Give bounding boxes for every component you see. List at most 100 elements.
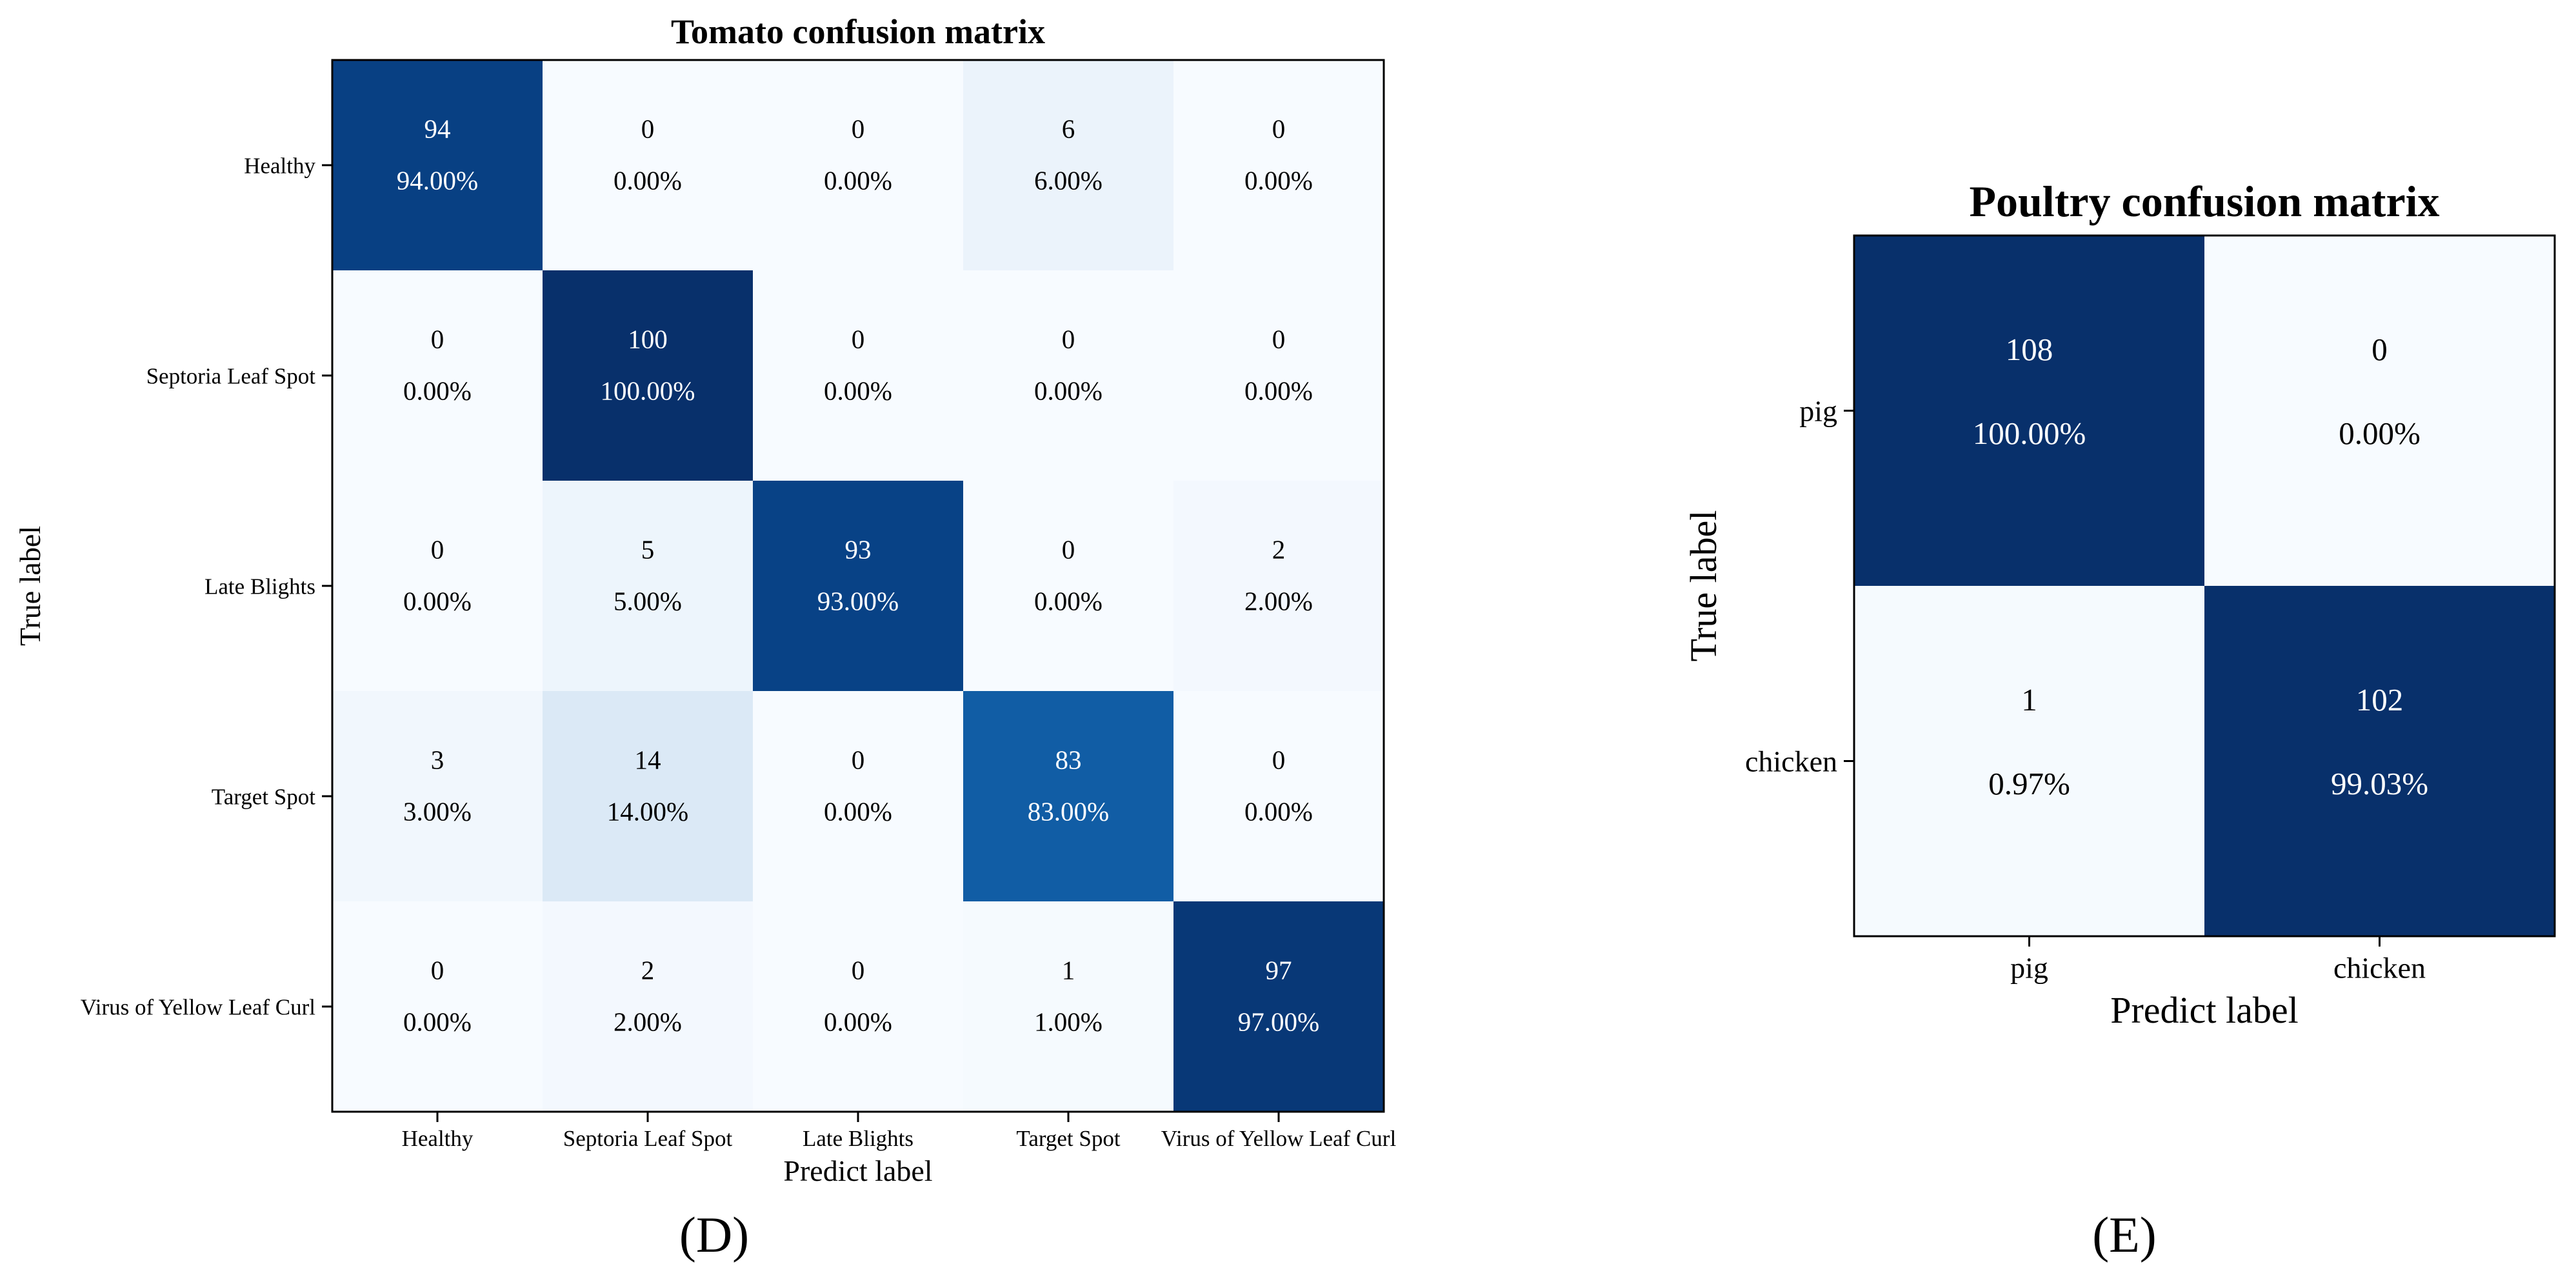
cell-count-2-0: 0 bbox=[431, 535, 444, 565]
cell-percentage-0-0: 94.00% bbox=[397, 165, 478, 195]
matrix-cell-3-1 bbox=[543, 691, 754, 902]
panel-label: (E) bbox=[2092, 1207, 2157, 1263]
matrix-cell-2-4 bbox=[1173, 481, 1384, 692]
x-tick-label-2: Late Blights bbox=[803, 1126, 914, 1151]
cell-count-4-3: 1 bbox=[1062, 956, 1075, 985]
cell-count-0-0: 94 bbox=[424, 114, 451, 144]
matrix-cell-1-0 bbox=[332, 270, 543, 481]
cell-percentage-4-0: 0.00% bbox=[403, 1007, 472, 1036]
cell-percentage-3-1: 14.00% bbox=[607, 796, 688, 826]
matrix-cell-4-4 bbox=[1173, 901, 1384, 1112]
x-tick-label-4: Virus of Yellow Leaf Curl bbox=[1161, 1126, 1397, 1151]
cell-count-3-0: 3 bbox=[431, 745, 444, 775]
matrix-cell-0-4 bbox=[1173, 60, 1384, 271]
cell-count-1-2: 0 bbox=[852, 325, 865, 354]
cell-count-1-1: 102 bbox=[2356, 682, 2404, 717]
cell-count-1-0: 1 bbox=[2021, 682, 2037, 717]
cell-count-0-1: 0 bbox=[2371, 332, 2388, 367]
cell-percentage-0-4: 0.00% bbox=[1244, 165, 1313, 195]
cell-count-3-2: 0 bbox=[852, 745, 865, 775]
cell-count-3-1: 14 bbox=[635, 745, 661, 775]
cell-percentage-3-4: 0.00% bbox=[1244, 796, 1313, 826]
x-axis-label: Predict label bbox=[2110, 989, 2299, 1031]
x-tick-label-1: chicken bbox=[2333, 951, 2426, 984]
matrix-cell-1-1 bbox=[2204, 586, 2555, 937]
matrix-cell-2-1 bbox=[543, 481, 754, 692]
matrix-cell-4-0 bbox=[332, 901, 543, 1112]
cell-percentage-2-2: 93.00% bbox=[817, 586, 899, 616]
cell-percentage-1-3: 0.00% bbox=[1034, 376, 1103, 405]
cell-percentage-1-1: 99.03% bbox=[2331, 766, 2428, 801]
matrix-cell-3-3 bbox=[963, 691, 1174, 902]
panel-label: (D) bbox=[679, 1207, 749, 1263]
matrix-cell-3-2 bbox=[753, 691, 964, 902]
matrix-cell-1-1 bbox=[543, 270, 754, 481]
matrix-cell-0-2 bbox=[753, 60, 964, 271]
matrix-cell-0-1 bbox=[543, 60, 754, 271]
cell-percentage-2-3: 0.00% bbox=[1034, 586, 1103, 616]
matrix-cell-1-3 bbox=[963, 270, 1174, 481]
matrix-cell-2-2 bbox=[753, 481, 964, 692]
cell-percentage-1-2: 0.00% bbox=[824, 376, 892, 405]
cell-percentage-4-3: 1.00% bbox=[1034, 1007, 1103, 1036]
matrix-cell-0-1 bbox=[2204, 236, 2555, 587]
chart-title: Poultry confusion matrix bbox=[1969, 177, 2439, 226]
cell-count-0-1: 0 bbox=[641, 114, 655, 144]
matrix-cell-1-4 bbox=[1173, 270, 1384, 481]
matrix-cell-0-0 bbox=[332, 60, 543, 271]
cell-percentage-3-2: 0.00% bbox=[824, 796, 892, 826]
cell-count-3-3: 83 bbox=[1055, 745, 1082, 775]
cell-count-2-3: 0 bbox=[1062, 535, 1075, 565]
cell-count-4-1: 2 bbox=[641, 956, 655, 985]
matrix-cell-3-4 bbox=[1173, 691, 1384, 902]
y-tick-label-0: Healthy bbox=[244, 153, 315, 178]
cell-percentage-0-3: 6.00% bbox=[1034, 165, 1103, 195]
cell-percentage-2-0: 0.00% bbox=[403, 586, 472, 616]
cell-count-2-2: 93 bbox=[845, 535, 872, 565]
cell-percentage-4-4: 97.00% bbox=[1238, 1007, 1319, 1036]
y-axis-label: True label bbox=[1682, 510, 1724, 662]
y-tick-label-2: Late Blights bbox=[205, 574, 315, 599]
matrix-cell-4-1 bbox=[543, 901, 754, 1112]
cell-count-0-4: 0 bbox=[1272, 114, 1286, 144]
cell-count-1-3: 0 bbox=[1062, 325, 1075, 354]
cell-count-2-4: 2 bbox=[1272, 535, 1286, 565]
matrix-cell-1-0 bbox=[1854, 586, 2205, 937]
cell-count-1-0: 0 bbox=[431, 325, 444, 354]
y-tick-label-1: Septoria Leaf Spot bbox=[146, 363, 316, 388]
cell-count-3-4: 0 bbox=[1272, 745, 1286, 775]
matrix-cell-1-2 bbox=[753, 270, 964, 481]
cell-count-0-3: 6 bbox=[1062, 114, 1075, 144]
cell-percentage-0-0: 100.00% bbox=[1973, 416, 2086, 451]
cell-percentage-0-2: 0.00% bbox=[824, 165, 892, 195]
cell-percentage-3-3: 83.00% bbox=[1028, 796, 1109, 826]
matrix-cell-3-0 bbox=[332, 691, 543, 902]
y-tick-label-0: pig bbox=[1799, 395, 1837, 428]
cell-percentage-1-0: 0.00% bbox=[403, 376, 472, 405]
cell-percentage-1-4: 0.00% bbox=[1244, 376, 1313, 405]
x-axis-label: Predict label bbox=[783, 1154, 932, 1187]
poultry-confusion-matrix-panel: 108 100.00% 0 0.00% 1 0.97% 102 99.03% pig pig chi… bbox=[1682, 177, 2556, 1263]
cell-percentage-4-2: 0.00% bbox=[824, 1007, 892, 1036]
cell-percentage-3-0: 3.00% bbox=[403, 796, 472, 826]
cell-count-1-1: 100 bbox=[628, 325, 668, 354]
matrix-cell-2-3 bbox=[963, 481, 1174, 692]
x-tick-label-0: pig bbox=[2010, 951, 2048, 984]
cell-count-0-2: 0 bbox=[852, 114, 865, 144]
x-tick-label-0: Healthy bbox=[402, 1126, 474, 1151]
matrix-cell-2-0 bbox=[332, 481, 543, 692]
cell-count-4-4: 97 bbox=[1266, 956, 1292, 985]
cell-percentage-4-1: 2.00% bbox=[614, 1007, 682, 1036]
x-tick-label-3: Target Spot bbox=[1016, 1126, 1120, 1151]
cell-count-1-4: 0 bbox=[1272, 325, 1286, 354]
cell-percentage-2-4: 2.00% bbox=[1244, 586, 1313, 616]
matrix-cell-4-2 bbox=[753, 901, 964, 1112]
y-tick-label-4: Virus of Yellow Leaf Curl bbox=[81, 994, 316, 1019]
cell-percentage-0-1: 0.00% bbox=[2339, 416, 2421, 451]
y-tick-label-3: Target Spot bbox=[212, 784, 315, 809]
matrix-cell-4-3 bbox=[963, 901, 1174, 1112]
chart-title: Tomato confusion matrix bbox=[671, 12, 1045, 51]
cell-percentage-1-0: 0.97% bbox=[1988, 766, 2070, 801]
cell-count-2-1: 5 bbox=[641, 535, 655, 565]
